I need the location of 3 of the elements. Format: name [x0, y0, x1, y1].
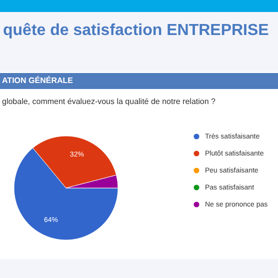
text: globale, comment évaluez-vous la qualité de notre relation ? [2, 97, 216, 106]
chart-subtitle: ATION GÉNÉRALE [0, 73, 278, 89]
chart-title: quête de satisfaction ENTREPRISE [3, 22, 269, 40]
